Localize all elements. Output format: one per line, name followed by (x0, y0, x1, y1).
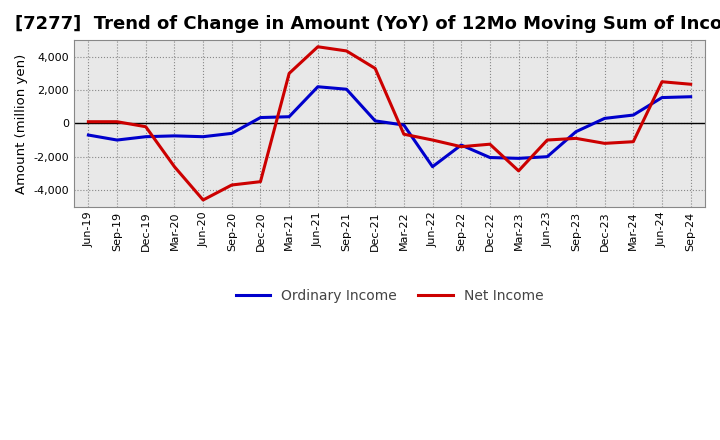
Ordinary Income (657, 95, 666, 100)
Ordinary Income (113, 137, 122, 143)
Ordinary Income (342, 87, 351, 92)
Ordinary Income (141, 134, 150, 139)
Ordinary Income (629, 112, 638, 117)
Ordinary Income (256, 115, 265, 120)
Net Income (170, 164, 179, 169)
Ordinary Income (514, 156, 523, 161)
Net Income (256, 179, 265, 184)
Net Income (457, 144, 466, 149)
Net Income (514, 168, 523, 173)
Net Income (543, 137, 552, 143)
Net Income (199, 198, 207, 203)
Line: Ordinary Income: Ordinary Income (89, 87, 690, 167)
Ordinary Income (686, 94, 695, 99)
Line: Net Income: Net Income (89, 47, 690, 200)
Net Income (141, 124, 150, 129)
Net Income (686, 81, 695, 87)
Net Income (657, 79, 666, 84)
Ordinary Income (371, 118, 379, 124)
Net Income (600, 141, 609, 146)
Ordinary Income (600, 116, 609, 121)
Ordinary Income (485, 155, 494, 160)
Net Income (428, 137, 437, 143)
Net Income (84, 119, 93, 125)
Ordinary Income (428, 164, 437, 169)
Net Income (313, 44, 322, 49)
Ordinary Income (285, 114, 294, 119)
Net Income (285, 71, 294, 76)
Net Income (572, 136, 580, 141)
Ordinary Income (543, 154, 552, 159)
Net Income (371, 66, 379, 71)
Net Income (629, 139, 638, 144)
Y-axis label: Amount (million yen): Amount (million yen) (15, 53, 28, 194)
Ordinary Income (313, 84, 322, 89)
Title: [7277]  Trend of Change in Amount (YoY) of 12Mo Moving Sum of Incomes: [7277] Trend of Change in Amount (YoY) o… (15, 15, 720, 33)
Net Income (400, 132, 408, 137)
Ordinary Income (199, 134, 207, 139)
Ordinary Income (228, 131, 236, 136)
Ordinary Income (400, 122, 408, 128)
Ordinary Income (457, 143, 466, 148)
Ordinary Income (572, 129, 580, 134)
Legend: Ordinary Income, Net Income: Ordinary Income, Net Income (230, 283, 549, 308)
Ordinary Income (84, 132, 93, 138)
Net Income (485, 142, 494, 147)
Net Income (342, 48, 351, 54)
Ordinary Income (170, 133, 179, 139)
Net Income (113, 119, 122, 125)
Net Income (228, 182, 236, 187)
